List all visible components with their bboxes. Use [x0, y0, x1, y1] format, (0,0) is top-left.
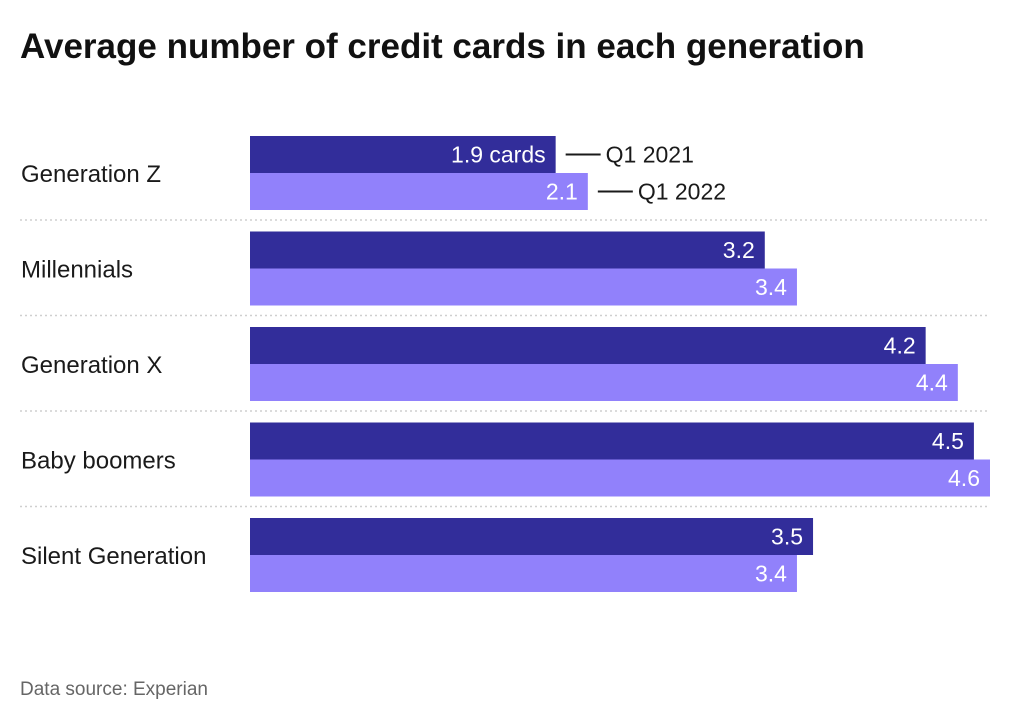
bar-generation-x-q1-2021 — [250, 327, 926, 364]
data-label-silent-generation-q1-2021: 3.5 — [771, 524, 803, 550]
bar-silent-generation-q1-2021 — [250, 518, 814, 555]
data-label-generation-z-q1-2022: 2.1 — [546, 179, 578, 205]
bar-millennials-q1-2022 — [250, 268, 797, 306]
bar-baby-boomers-q1-2021 — [250, 422, 974, 460]
data-label-baby-boomers-q1-2021: 4.5 — [932, 428, 964, 454]
legend-label-q1-2021: Q1 2021 — [606, 142, 694, 168]
bar-generation-z-q1-2022 — [250, 173, 588, 210]
category-label-silent-generation: Silent Generation — [21, 543, 206, 570]
data-source-note: Data source: Experian — [20, 679, 208, 700]
data-label-generation-x-q1-2022: 4.4 — [916, 370, 948, 396]
plot-area: Generation Z 1.9 cards Q1 2021 2.1 Q1 2022 Mi… — [20, 136, 990, 592]
bar-millennials-q1-2021 — [250, 231, 765, 269]
legend-label-q1-2022: Q1 2022 — [638, 179, 726, 205]
bar-generation-x-q1-2022 — [250, 364, 958, 401]
data-label-generation-z-q1-2021: 1.9 cards — [451, 142, 546, 168]
data-label-silent-generation-q1-2022: 3.4 — [755, 561, 787, 587]
bar-generation-z-q1-2021 — [250, 136, 556, 173]
category-label-generation-x: Generation X — [21, 352, 162, 379]
category-label-baby-boomers: Baby boomers — [21, 448, 176, 475]
data-label-millennials-q1-2022: 3.4 — [755, 274, 787, 300]
data-label-baby-boomers-q1-2022: 4.6 — [948, 465, 980, 491]
bar-silent-generation-q1-2022 — [250, 555, 797, 592]
chart-title: Average number of credit cards in each g… — [20, 27, 865, 66]
bar-baby-boomers-q1-2022 — [250, 459, 990, 497]
category-label-generation-z: Generation Z — [21, 161, 161, 188]
data-label-millennials-q1-2021: 3.2 — [723, 237, 755, 263]
category-label-millennials: Millennials — [21, 257, 133, 284]
data-label-generation-x-q1-2021: 4.2 — [884, 333, 916, 359]
